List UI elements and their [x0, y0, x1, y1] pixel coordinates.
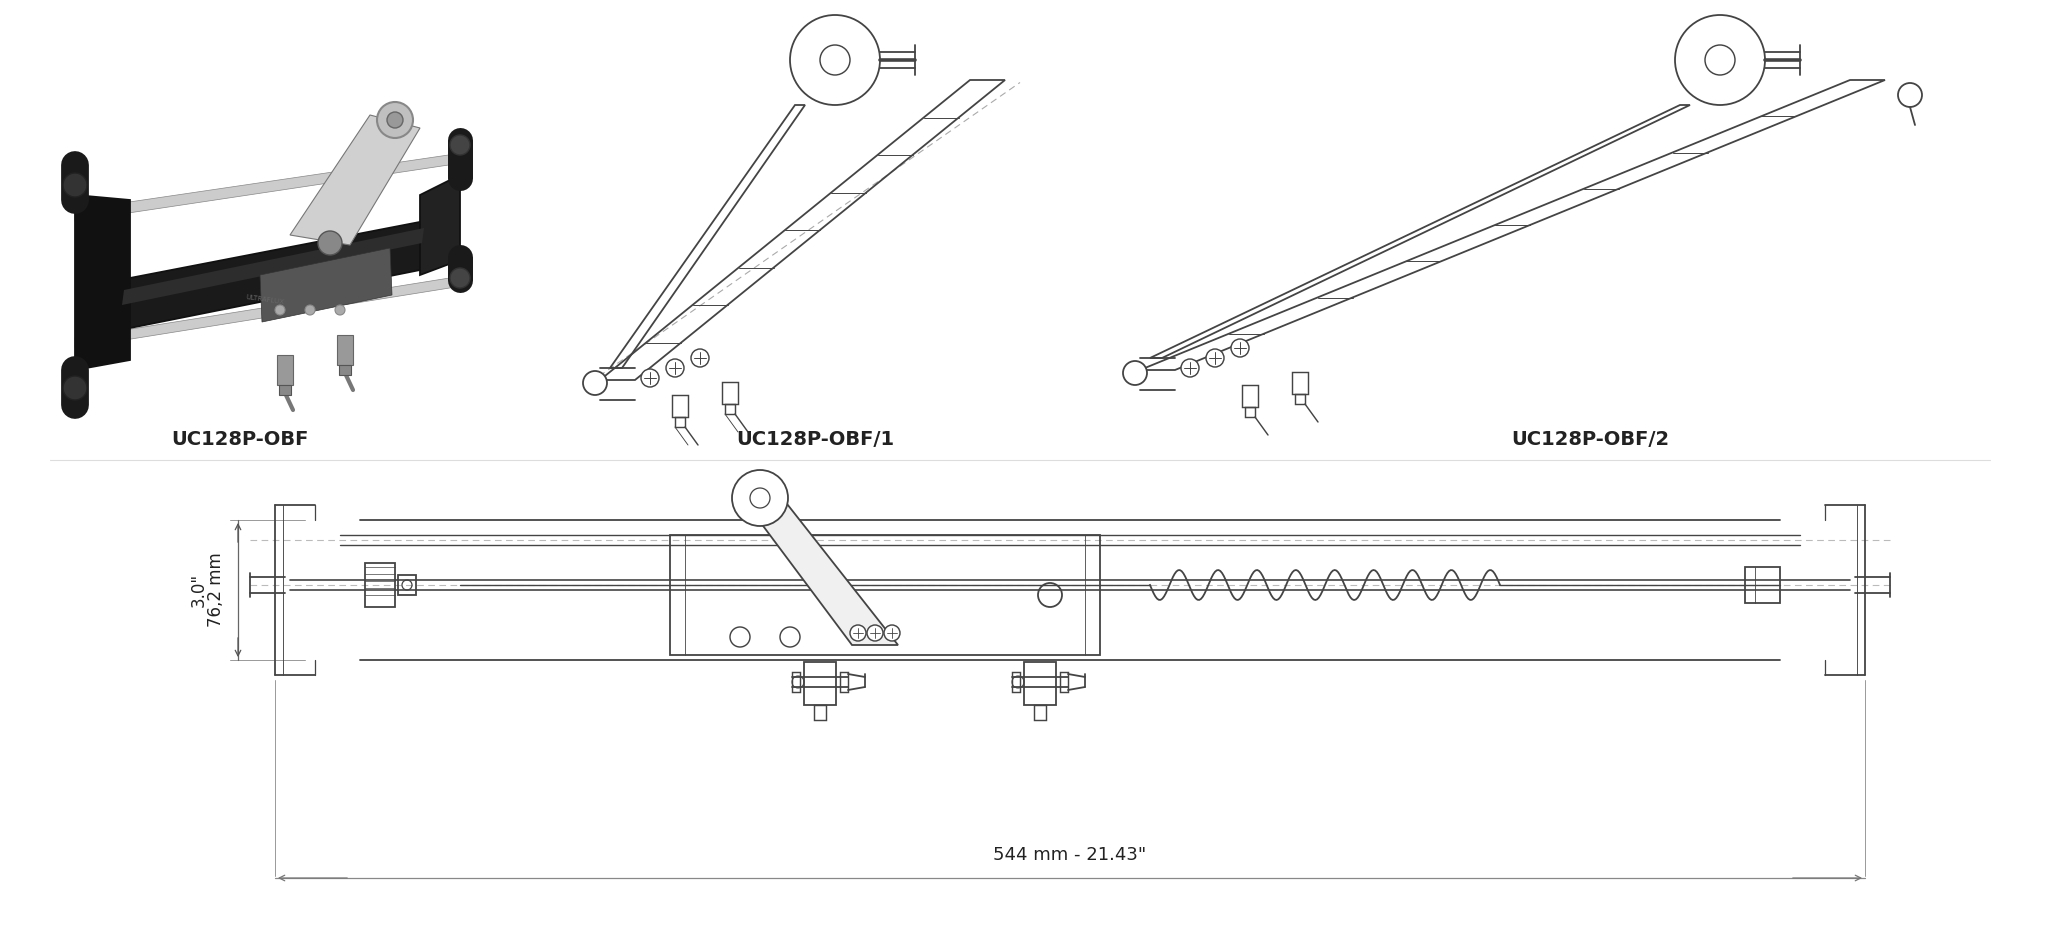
- Text: 544 mm - 21.43": 544 mm - 21.43": [993, 846, 1147, 864]
- Bar: [840, 672, 848, 692]
- Bar: [805, 662, 836, 705]
- Circle shape: [885, 625, 899, 641]
- Text: UC128P-OBF: UC128P-OBF: [172, 430, 309, 449]
- Text: UC128P-OBF/2: UC128P-OBF/2: [1511, 430, 1669, 449]
- Bar: [1294, 394, 1305, 404]
- Bar: [1034, 705, 1047, 720]
- Bar: [1024, 662, 1057, 705]
- Bar: [672, 395, 688, 417]
- Bar: [1061, 672, 1067, 692]
- Bar: [1292, 372, 1309, 394]
- Circle shape: [850, 625, 866, 641]
- Circle shape: [1206, 349, 1225, 367]
- Circle shape: [584, 371, 606, 395]
- Bar: [793, 672, 801, 692]
- Bar: [723, 382, 737, 404]
- Text: 3.0": 3.0": [190, 573, 209, 607]
- Bar: [676, 417, 684, 427]
- Polygon shape: [76, 153, 463, 221]
- Bar: [725, 404, 735, 414]
- Circle shape: [791, 15, 881, 105]
- Polygon shape: [338, 335, 352, 365]
- Bar: [1745, 567, 1780, 603]
- Polygon shape: [420, 175, 461, 275]
- Text: ULTRAFLUX: ULTRAFLUX: [246, 294, 285, 306]
- Circle shape: [451, 135, 469, 155]
- Circle shape: [63, 376, 86, 400]
- Text: UC128P-OBF/1: UC128P-OBF/1: [735, 430, 895, 449]
- Bar: [813, 705, 825, 720]
- Circle shape: [1231, 339, 1249, 357]
- Circle shape: [387, 112, 403, 128]
- Polygon shape: [121, 220, 430, 330]
- Bar: [340, 365, 350, 375]
- Circle shape: [731, 470, 788, 526]
- Circle shape: [63, 173, 86, 197]
- Polygon shape: [260, 248, 391, 322]
- Polygon shape: [276, 355, 293, 385]
- Bar: [397, 575, 416, 595]
- Circle shape: [305, 305, 315, 315]
- Circle shape: [377, 102, 414, 138]
- Polygon shape: [123, 228, 424, 305]
- Bar: [1245, 407, 1255, 417]
- Circle shape: [317, 231, 342, 255]
- Circle shape: [451, 268, 469, 288]
- Polygon shape: [291, 115, 420, 245]
- Circle shape: [1182, 359, 1198, 377]
- Circle shape: [274, 305, 285, 315]
- Bar: [365, 563, 395, 607]
- Circle shape: [690, 349, 709, 367]
- Bar: [279, 385, 291, 395]
- Bar: [1012, 672, 1020, 692]
- Circle shape: [1675, 15, 1765, 105]
- Bar: [670, 535, 1100, 655]
- Polygon shape: [76, 276, 463, 348]
- Polygon shape: [76, 195, 129, 370]
- Circle shape: [336, 305, 344, 315]
- Text: 76,2 mm: 76,2 mm: [207, 553, 225, 627]
- Circle shape: [641, 369, 659, 387]
- Circle shape: [1122, 361, 1147, 385]
- Bar: [1241, 385, 1257, 407]
- Circle shape: [866, 625, 883, 641]
- Circle shape: [666, 359, 684, 377]
- Polygon shape: [739, 495, 897, 645]
